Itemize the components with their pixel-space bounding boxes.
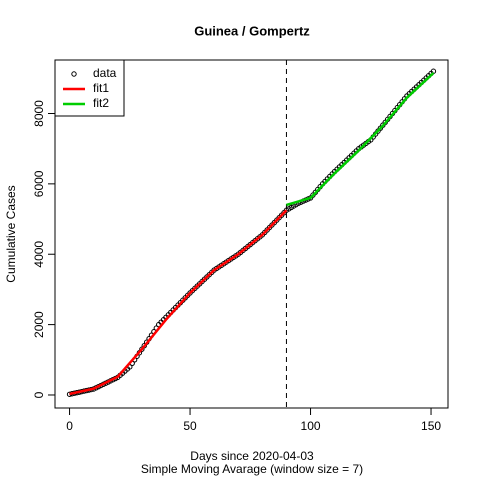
y-axis-label: Cumulative Cases bbox=[4, 185, 18, 282]
fit-line bbox=[69, 209, 288, 396]
subtitle: Simple Moving Avarage (window size = 7) bbox=[141, 462, 363, 476]
plot-box bbox=[54, 59, 449, 409]
data-point bbox=[139, 346, 145, 352]
y-tick-label: 4000 bbox=[32, 241, 46, 268]
y-tick-label: 2000 bbox=[32, 311, 46, 338]
legend-label: fit2 bbox=[93, 96, 109, 110]
x-tick-label: 0 bbox=[66, 419, 73, 433]
x-tick-label: 50 bbox=[183, 419, 197, 433]
x-tick-label: 100 bbox=[301, 419, 321, 433]
y-tick-label: 8000 bbox=[32, 100, 46, 127]
x-axis-label: Days since 2020-04-03 bbox=[190, 449, 314, 463]
legend-symbol bbox=[71, 71, 77, 77]
legend-label: data bbox=[93, 66, 117, 80]
fit-line bbox=[286, 72, 435, 207]
y-tick-label: 0 bbox=[32, 391, 46, 398]
y-tick-label: 6000 bbox=[32, 170, 46, 197]
x-tick-label: 150 bbox=[421, 419, 441, 433]
chart-title: Guinea / Gompertz bbox=[194, 23, 310, 38]
legend-label: fit1 bbox=[93, 81, 109, 95]
